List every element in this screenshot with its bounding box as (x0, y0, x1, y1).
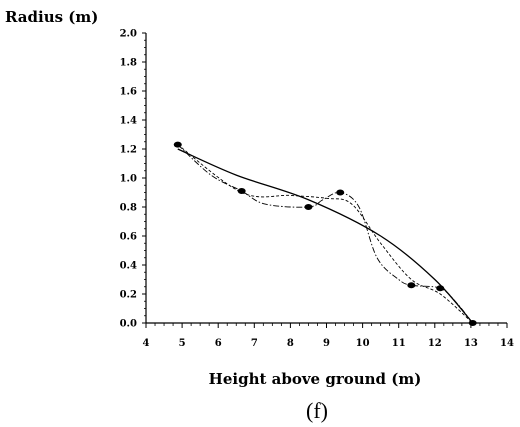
y-tick-label: 1.0 (120, 174, 137, 185)
y-tick-label: 0.6 (120, 232, 137, 243)
x-tick-label: 7 (251, 338, 258, 349)
y-tick-label: 1.8 (120, 58, 137, 69)
x-tick-label: 11 (392, 338, 406, 349)
data-point (336, 189, 345, 196)
curve-dashdot (177, 144, 474, 324)
x-tick-label: 10 (356, 338, 370, 349)
y-tick-label: 2.0 (120, 29, 137, 40)
data-point (173, 141, 182, 148)
curve-dashed (177, 144, 474, 324)
x-tick-label: 6 (215, 338, 222, 349)
x-tick-label: 13 (464, 338, 478, 349)
y-axis-label: Radius (m) (5, 8, 98, 26)
x-axis-label: Height above ground (m) (209, 370, 422, 388)
x-tick-label: 4 (143, 338, 150, 349)
data-point (237, 188, 246, 195)
y-tick-label: 1.6 (120, 87, 137, 98)
x-tick-label: 8 (287, 338, 294, 349)
data-point (468, 320, 477, 326)
y-tick-label: 0.0 (120, 319, 137, 330)
data-point (407, 282, 416, 289)
x-tick-label: 14 (500, 338, 514, 349)
data-point (436, 285, 445, 292)
x-tick-label: 12 (428, 338, 442, 349)
data-point (304, 204, 313, 210)
y-tick-label: 0.4 (120, 261, 137, 272)
y-tick-label: 1.2 (120, 145, 137, 156)
markers (173, 141, 477, 326)
y-tick-label: 1.4 (120, 116, 137, 127)
figure-caption: (f) (306, 398, 328, 423)
curve-solid (177, 148, 474, 324)
x-tick-label: 9 (323, 338, 330, 349)
y-tick-label: 0.2 (120, 290, 137, 301)
x-tick-label: 5 (179, 338, 186, 349)
curves (177, 144, 474, 324)
axes: 0.0 0.2 0.4 0.6 0.8 1.0 1.2 1.4 1.6 1.8 2.0 4 5 6 7 8 9 1… (120, 29, 514, 350)
y-tick-label: 0.8 (120, 203, 137, 214)
